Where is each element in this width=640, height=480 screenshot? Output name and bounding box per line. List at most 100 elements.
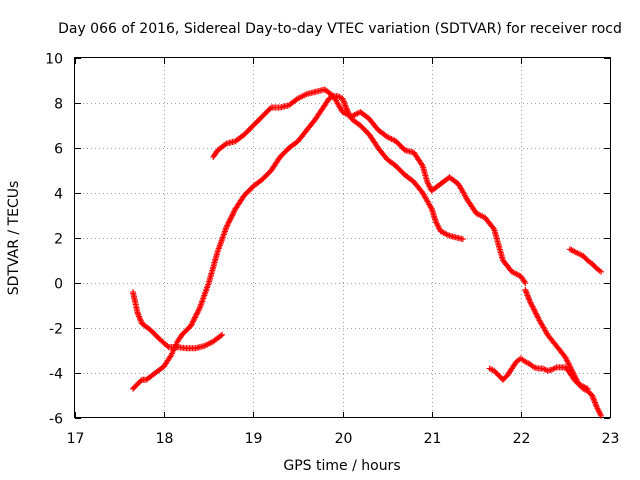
data-point-interp: [227, 215, 234, 222]
chart-title: Day 066 of 2016, Sidereal Day-to-day VTE…: [58, 21, 622, 37]
data-point-interp: [529, 303, 536, 310]
data-point-interp: [532, 310, 539, 317]
data-point-interp: [195, 307, 202, 314]
plot-area-border: [74, 57, 611, 418]
y-tick-label: -4: [49, 367, 63, 383]
data-point: [187, 322, 194, 329]
data-point: [522, 280, 529, 286]
data-point-interp: [229, 212, 236, 219]
x-tick-label: 20: [335, 431, 353, 447]
series-arc-2: [130, 289, 226, 352]
y-tick-label: 4: [54, 187, 63, 203]
data-point-interp: [137, 316, 144, 323]
y-tick-label: -2: [49, 322, 63, 338]
data-point: [219, 331, 226, 338]
x-tick-label: 22: [513, 431, 531, 447]
data-point-interp: [592, 400, 599, 407]
data-point-interp: [550, 365, 557, 372]
data-point-interp: [341, 101, 348, 108]
data-point-interp: [526, 296, 533, 303]
data-point-interp: [525, 295, 532, 302]
data-point-interp: [225, 221, 231, 227]
data-point-interp: [164, 343, 171, 349]
x-tick-label: 18: [156, 431, 174, 447]
data-point-interp: [137, 377, 144, 384]
series-arc-5: [486, 355, 591, 392]
data-point-interp: [530, 304, 537, 311]
data-point-interp: [530, 306, 537, 313]
data-point-interp: [136, 314, 143, 321]
data-point-interp: [591, 398, 598, 405]
data-point-interp: [522, 288, 529, 295]
data-point: [584, 385, 591, 392]
tick-labels: 17 18 19 20 21 22 23 -6 -4 -2 0 2 4 6 8 10: [45, 52, 619, 448]
data-point-interp: [191, 315, 198, 322]
data-point-interp: [192, 313, 199, 320]
data-point-interp: [194, 308, 201, 315]
data-point-interp: [531, 307, 538, 314]
y-tick-label: 0: [54, 277, 63, 293]
series-arc-6: [566, 246, 605, 275]
data-point-interp: [230, 209, 237, 216]
x-tick-label: 23: [602, 431, 620, 447]
data-point-interp: [196, 306, 203, 313]
data-point-interp: [193, 311, 200, 318]
data-point: [598, 268, 605, 275]
data-point-interp: [523, 289, 530, 296]
data-point-interp: [524, 292, 531, 299]
x-tick-label: 21: [424, 431, 442, 447]
series-arc-1b: [344, 106, 466, 243]
data-point: [526, 298, 533, 304]
data-point-interp: [135, 312, 142, 319]
y-tick-label: 2: [54, 232, 63, 248]
data-point: [598, 412, 605, 419]
data-points: [130, 86, 605, 419]
data-point-interp: [231, 208, 238, 215]
data-point-interp: [427, 204, 434, 211]
data-point-interp: [222, 141, 229, 148]
data-point-interp: [528, 300, 535, 307]
y-tick-label: 6: [54, 142, 63, 158]
data-point-interp: [590, 396, 597, 403]
x-tick-label: 19: [245, 431, 263, 447]
grid-lines: [75, 58, 610, 418]
data-point: [459, 236, 466, 243]
data-point-interp: [224, 222, 231, 229]
data-point-interp: [342, 103, 349, 110]
axis-ticks: [75, 58, 611, 419]
data-point-interp: [189, 320, 196, 326]
data-point-interp: [340, 98, 347, 105]
x-tick-label: 17: [67, 431, 85, 447]
series-arc-1a: [130, 93, 350, 392]
y-tick-label: -6: [49, 412, 63, 428]
data-point-interp: [521, 278, 528, 285]
data-point-interp: [192, 314, 198, 321]
data-point-interp: [490, 224, 497, 231]
data-point-interp: [190, 318, 196, 325]
data-point-interp: [217, 332, 224, 339]
data-point-interp: [534, 313, 541, 320]
data-point-interp: [418, 161, 425, 168]
data-point-interp: [533, 311, 540, 318]
data-point-interp: [229, 211, 236, 218]
data-point: [339, 95, 346, 102]
x-axis-label: GPS time / hours: [283, 458, 400, 474]
y-tick-label: 10: [45, 52, 63, 68]
data-point-interp: [190, 317, 197, 324]
data-point-interp: [267, 105, 274, 112]
data-point-interp: [541, 366, 548, 373]
y-tick-label: 8: [54, 97, 63, 113]
data-point-interp: [528, 302, 535, 309]
data-point-interp: [188, 321, 195, 328]
y-axis-label: SDTVAR / TECUs: [6, 181, 22, 296]
data-point-interp: [227, 216, 233, 223]
data-point-interp: [589, 393, 596, 400]
data-point-interp: [532, 309, 539, 316]
data-point: [134, 309, 141, 316]
data-point-interp: [194, 310, 201, 317]
series-arc-3: [210, 86, 529, 286]
series-arc-4: [522, 286, 605, 419]
data-point-interp: [228, 214, 235, 221]
data-point-interp: [225, 219, 232, 226]
